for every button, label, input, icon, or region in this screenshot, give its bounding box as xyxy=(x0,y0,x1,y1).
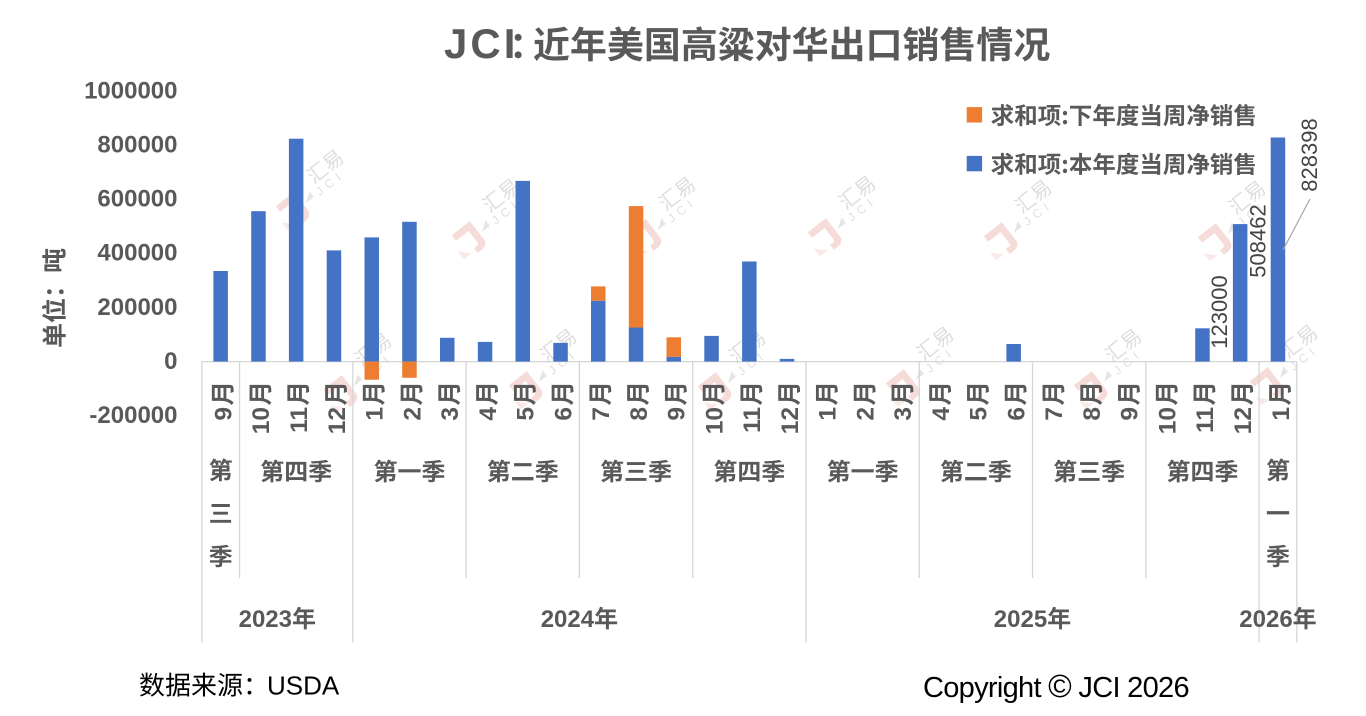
svg-text:11: 11 xyxy=(1192,407,1219,433)
svg-text:1000000: 1000000 xyxy=(84,77,177,104)
svg-text:11: 11 xyxy=(739,407,766,433)
svg-text:0: 0 xyxy=(164,348,177,375)
svg-text:400000: 400000 xyxy=(97,240,177,267)
svg-text:5: 5 xyxy=(513,407,540,421)
svg-text:9: 9 xyxy=(664,407,691,421)
svg-text:7: 7 xyxy=(1041,407,1068,421)
svg-text:Copyright © JCI 2026: Copyright © JCI 2026 xyxy=(923,668,1189,704)
svg-text:3: 3 xyxy=(437,407,464,421)
svg-text:8: 8 xyxy=(626,407,653,421)
svg-text:2: 2 xyxy=(399,407,426,421)
svg-text:5: 5 xyxy=(966,407,993,421)
svg-text:8: 8 xyxy=(1079,407,1106,421)
svg-text:9: 9 xyxy=(211,407,238,421)
svg-text:2024: 2024 xyxy=(541,606,595,633)
svg-text:USDA: USDA xyxy=(267,671,340,701)
svg-text:10: 10 xyxy=(701,407,728,434)
svg-text:828398: 828398 xyxy=(1297,118,1322,191)
svg-text:123000: 123000 xyxy=(1207,275,1232,348)
svg-text:1: 1 xyxy=(815,407,842,421)
svg-text:7: 7 xyxy=(588,407,615,421)
svg-text:508462: 508462 xyxy=(1246,204,1271,277)
svg-text:600000: 600000 xyxy=(97,186,177,213)
svg-text:2025: 2025 xyxy=(994,606,1047,633)
svg-text:4: 4 xyxy=(475,407,502,421)
svg-text:1: 1 xyxy=(362,407,389,421)
svg-text:200000: 200000 xyxy=(97,294,177,321)
svg-text:12: 12 xyxy=(777,407,804,434)
svg-text:10: 10 xyxy=(248,407,275,434)
svg-text:-200000: -200000 xyxy=(89,402,177,429)
svg-text:2026: 2026 xyxy=(1239,606,1292,633)
svg-text:6: 6 xyxy=(1003,407,1030,421)
svg-text:JCI: JCI xyxy=(444,20,518,67)
svg-text:800000: 800000 xyxy=(97,132,177,159)
svg-text:1: 1 xyxy=(1268,407,1295,421)
svg-text:2: 2 xyxy=(852,407,879,421)
svg-text:3: 3 xyxy=(890,407,917,421)
svg-text:10: 10 xyxy=(1155,407,1182,434)
svg-text:11: 11 xyxy=(286,407,313,433)
svg-text:9: 9 xyxy=(1117,407,1144,421)
svg-text:12: 12 xyxy=(1230,407,1257,434)
svg-text:6: 6 xyxy=(550,407,577,421)
svg-text:2023: 2023 xyxy=(239,606,292,633)
svg-text:12: 12 xyxy=(324,407,351,434)
svg-text:4: 4 xyxy=(928,407,955,421)
